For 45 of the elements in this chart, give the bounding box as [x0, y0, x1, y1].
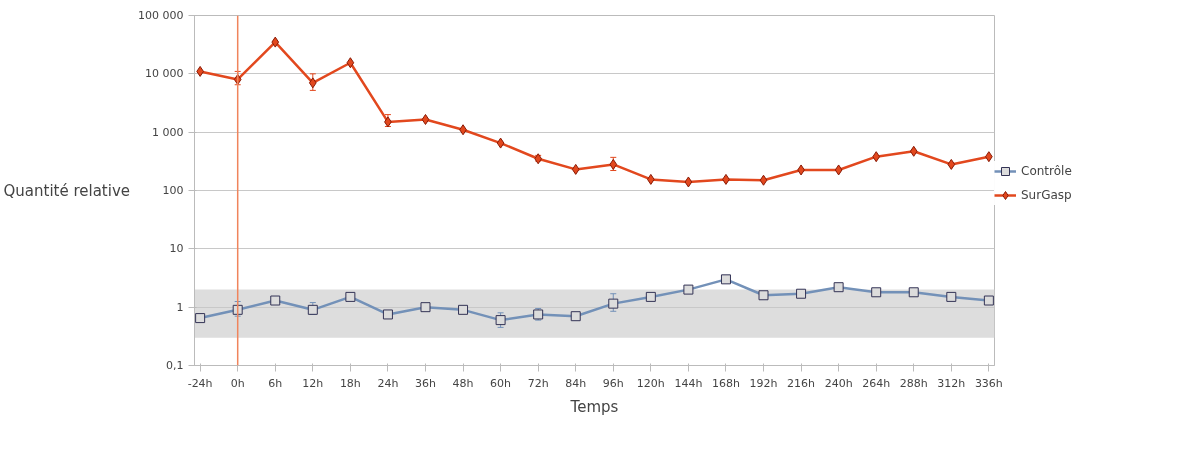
point — [909, 145, 918, 157]
point — [271, 36, 280, 48]
x-tick-label: 12h — [302, 376, 324, 390]
y-tick-label: 100 000 — [138, 9, 184, 22]
y-axis-title: Quantité relative — [3, 181, 131, 200]
x-tick-label: 72h — [527, 376, 549, 390]
point — [684, 176, 693, 188]
y-tick-label: 1 — [176, 300, 184, 314]
x-tick-label: 48h — [452, 376, 474, 390]
x-tick-label: 240h — [824, 376, 853, 390]
x-tick-label: 264h — [862, 376, 891, 390]
x-tick-label: 84h — [565, 376, 587, 390]
point — [947, 158, 956, 170]
point — [496, 137, 505, 149]
y-tick-label: 0,1 — [166, 359, 184, 372]
x-tick-label: 120h — [636, 376, 665, 390]
x-tick-label: 18h — [339, 376, 361, 390]
legend-label: Contrôle — [1021, 164, 1072, 178]
x-tick-label: 36h — [415, 376, 436, 390]
y-tick-label: 10 000 — [145, 67, 184, 81]
x-tick-label: 168h — [711, 376, 740, 390]
x-tick-label: 6h — [268, 376, 283, 390]
point — [346, 57, 355, 69]
x-tick-label: 336h — [974, 376, 1003, 390]
y-tick-label: 10 — [169, 242, 184, 256]
x-tick-label: 96h — [602, 376, 624, 390]
point — [759, 174, 768, 186]
y-tick-label: 100 — [162, 184, 184, 197]
x-tick-label: 288h — [899, 376, 928, 390]
point — [571, 163, 580, 175]
x-tick-label: 144h — [674, 376, 703, 390]
point — [421, 113, 430, 125]
y-tick-label: 1 000 — [152, 125, 184, 139]
x-tick-label: 24h — [377, 376, 399, 390]
x-tick-label: -24h — [187, 376, 213, 390]
point — [834, 164, 843, 176]
x-tick-label: 192h — [749, 376, 778, 390]
x-tick-label: 216h — [787, 376, 816, 390]
legend-label: SurGasp — [1021, 188, 1072, 202]
x-tick-label: 60h — [490, 376, 512, 390]
x-tick-label: 0h — [230, 376, 245, 390]
x-tick-label: 312h — [937, 376, 966, 390]
x-axis-title: Temps — [569, 397, 619, 416]
point — [872, 151, 881, 163]
point — [308, 77, 317, 89]
